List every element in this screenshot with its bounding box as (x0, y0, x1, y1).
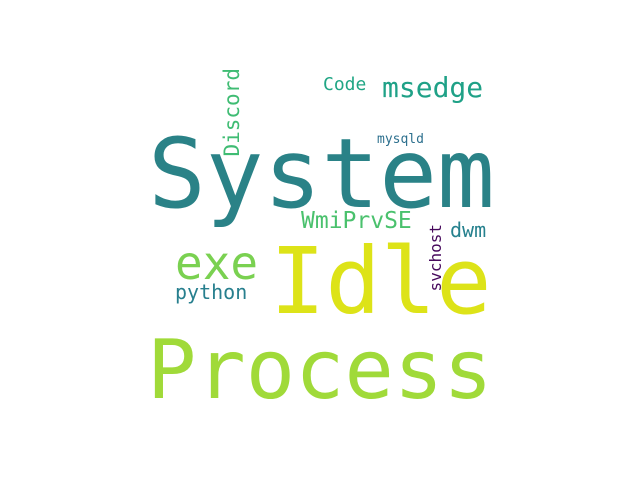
word-msedge: msedge (382, 71, 484, 104)
word-idle: Idle (270, 228, 492, 335)
word-code: Code (323, 74, 367, 95)
word-dwm: dwm (450, 218, 487, 242)
word-wmiprvse: WmiPrvSE (301, 208, 412, 234)
word-exe: exe (175, 236, 259, 290)
word-system: System (148, 118, 495, 230)
word-discord: Discord (220, 68, 244, 157)
word-python: python (175, 280, 248, 304)
word-svchost: svchost (426, 224, 445, 292)
word-mysqld: mysqld (377, 132, 424, 147)
word-process: Process (147, 323, 493, 418)
